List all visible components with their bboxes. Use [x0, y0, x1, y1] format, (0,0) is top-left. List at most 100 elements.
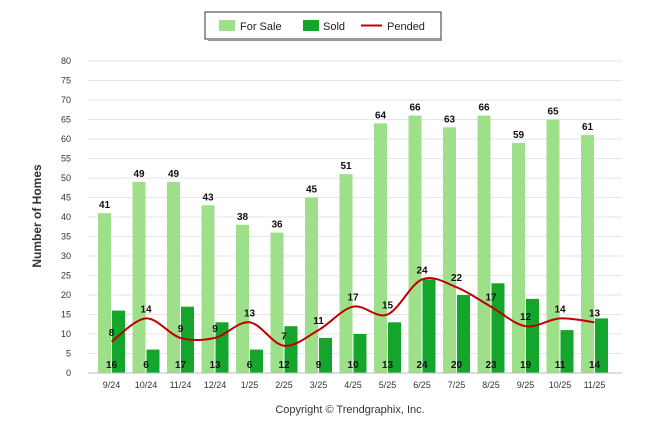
bar-for-sale — [201, 205, 215, 373]
y-tick-label: 65 — [61, 115, 71, 125]
data-label-pended: 13 — [244, 308, 256, 319]
data-label-sold: 12 — [278, 360, 290, 371]
data-label-for-sale: 66 — [409, 103, 421, 114]
bar-sold — [319, 337, 332, 373]
data-label-pended: 24 — [416, 265, 428, 276]
bar-sold — [112, 310, 125, 373]
copyright-text: Copyright © Trendgraphix, Inc. — [275, 404, 424, 416]
y-tick-label: 30 — [61, 251, 71, 261]
y-axis-ticks: 0 5 10 15 20 25 30 35 40 45 50 55 60 65 70 75 80 — [61, 56, 71, 378]
data-label-sold: 13 — [382, 360, 394, 371]
legend-swatch-sold — [303, 20, 319, 31]
data-label-pended: 9 — [212, 324, 218, 335]
bar-sold — [146, 349, 160, 373]
x-tick-label: 10/24 — [135, 380, 158, 390]
data-label-sold: 24 — [416, 360, 428, 371]
bars — [98, 115, 608, 374]
y-tick-label: 45 — [61, 193, 71, 203]
legend: For Sale Sold Pended — [204, 11, 442, 41]
x-tick-label: 10/25 — [549, 380, 572, 390]
data-label-for-sale: 49 — [133, 169, 145, 180]
y-tick-label: 40 — [61, 212, 71, 222]
y-tick-label: 0 — [66, 368, 71, 378]
bar-for-sale — [443, 127, 456, 373]
legend-label-for-sale: For Sale — [240, 21, 282, 33]
bar-sold — [388, 322, 401, 373]
y-axis-title: Number of Homes — [30, 164, 44, 268]
bar-for-sale — [546, 119, 560, 373]
legend-swatch-for-sale — [219, 20, 235, 31]
legend-box — [204, 11, 442, 40]
x-tick-label: 11/25 — [584, 380, 606, 390]
data-label-for-sale: 63 — [444, 114, 456, 125]
x-axis-ticks: 9/24 10/24 11/24 12/24 1/25 2/25 3/25 4/25 5/25 6… — [103, 380, 606, 390]
data-label-for-sale: 61 — [582, 122, 594, 133]
x-tick-label: 7/25 — [448, 380, 466, 390]
data-label-sold: 19 — [520, 360, 532, 371]
x-tick-label: 4/25 — [344, 380, 362, 390]
data-label-pended: 13 — [589, 308, 601, 319]
data-label-for-sale: 65 — [547, 107, 559, 118]
data-label-sold: 13 — [209, 360, 221, 371]
data-label-for-sale: 38 — [237, 212, 249, 223]
y-tick-label: 5 — [66, 349, 71, 359]
y-tick-label: 25 — [61, 271, 71, 281]
data-label-sold: 10 — [347, 360, 359, 371]
bar-for-sale — [305, 197, 318, 373]
data-label-for-sale: 36 — [271, 220, 283, 231]
data-label-sold: 11 — [555, 360, 566, 371]
legend-label-pended: Pended — [387, 21, 425, 33]
x-tick-label: 9/24 — [103, 380, 121, 390]
x-tick-label: 9/25 — [517, 380, 535, 390]
bar-for-sale — [339, 174, 353, 373]
bar-sold — [457, 295, 470, 373]
data-label-pended: 8 — [109, 328, 115, 339]
data-label-for-sale: 41 — [99, 200, 111, 211]
y-tick-label: 55 — [61, 154, 71, 164]
y-tick-label: 75 — [61, 76, 71, 86]
bar-for-sale — [408, 115, 422, 373]
x-tick-label: 1/25 — [241, 380, 259, 390]
data-label-for-sale: 45 — [306, 185, 318, 196]
data-label-sold: 14 — [589, 360, 601, 371]
bar-sold — [353, 334, 367, 373]
x-tick-label: 2/25 — [275, 380, 293, 390]
bar-for-sale — [98, 213, 111, 373]
bar-for-sale — [374, 123, 387, 374]
y-tick-label: 15 — [61, 310, 71, 320]
data-label-pended: 9 — [178, 324, 184, 335]
data-label-for-sale: 64 — [375, 110, 387, 121]
x-tick-label: 12/24 — [204, 380, 227, 390]
data-label-pended: 7 — [281, 332, 287, 343]
data-label-for-sale: 51 — [340, 161, 352, 172]
bar-sold — [215, 322, 229, 373]
x-tick-label: 3/25 — [310, 380, 328, 390]
data-label-pended: 12 — [520, 312, 532, 323]
data-label-for-sale: 59 — [513, 130, 525, 141]
y-tick-label: 20 — [61, 290, 71, 300]
bar-for-sale — [236, 224, 249, 373]
bar-sold — [284, 326, 298, 373]
bar-sold — [560, 330, 574, 373]
data-label-sold: 17 — [175, 360, 187, 371]
y-tick-label: 50 — [61, 173, 71, 183]
data-label-for-sale: 49 — [168, 169, 180, 180]
y-tick-label: 80 — [61, 56, 71, 66]
data-label-sold: 23 — [485, 360, 497, 371]
bar-sold — [491, 283, 505, 373]
legend-label-sold: Sold — [323, 21, 345, 33]
data-label-pended: 17 — [485, 293, 497, 304]
data-label-pended: 14 — [140, 304, 152, 315]
data-label-pended: 15 — [382, 301, 394, 312]
bar-for-sale — [132, 181, 146, 373]
data-label-sold: 9 — [316, 360, 322, 371]
x-tick-label: 11/24 — [170, 380, 192, 390]
y-tick-label: 35 — [61, 232, 71, 242]
data-label-sold: 16 — [106, 360, 118, 371]
x-tick-label: 8/25 — [482, 380, 500, 390]
data-label-pended: 17 — [347, 293, 359, 304]
bar-for-sale — [581, 135, 594, 373]
y-tick-label: 60 — [61, 134, 71, 144]
